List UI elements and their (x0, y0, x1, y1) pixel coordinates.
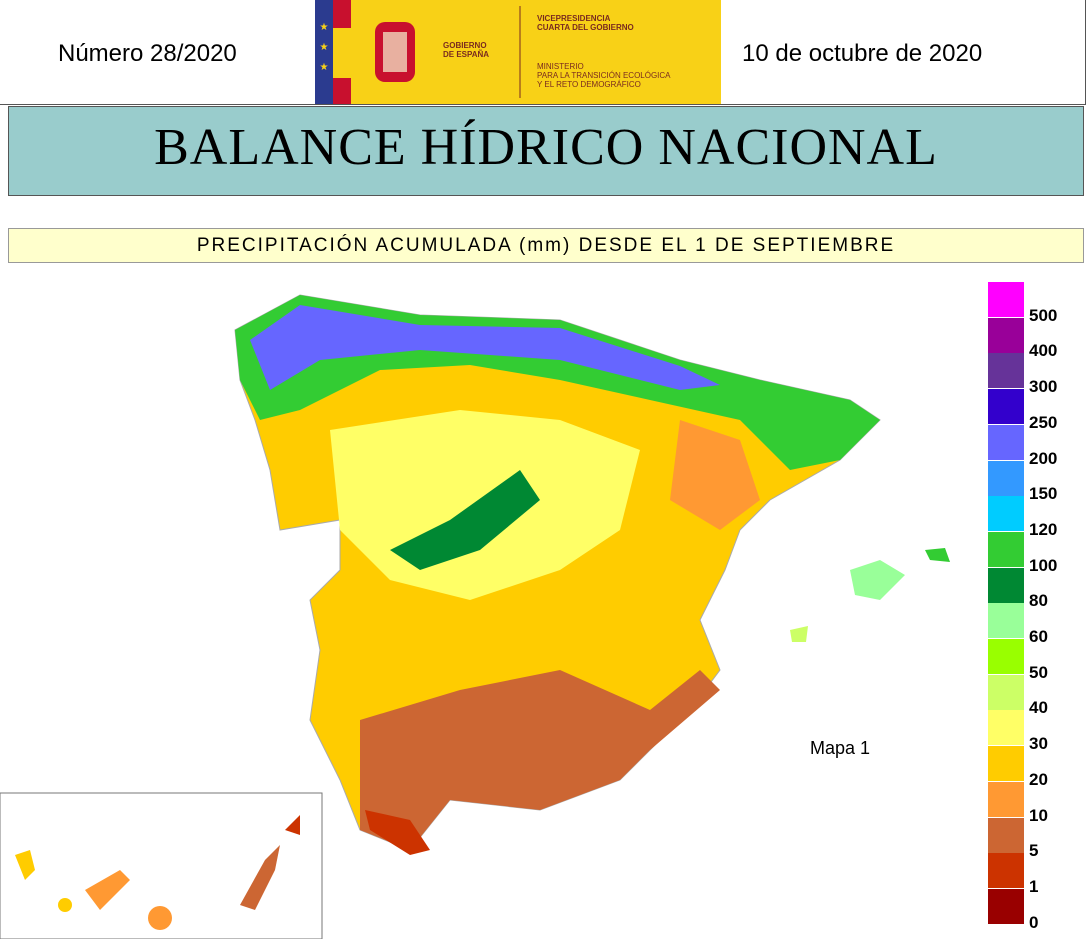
ibiza (790, 626, 808, 642)
southwest-zone (365, 810, 430, 855)
legend-label: 50 (1029, 662, 1048, 682)
logo-text: GOBIERNO DE ESPAÑA (443, 41, 489, 59)
legend-label: 500 (1029, 305, 1058, 325)
legend-swatch (988, 710, 1024, 746)
logo-line: CUARTA DEL GOBIERNO (537, 23, 634, 32)
legend-swatch (988, 853, 1024, 889)
legend-label: 20 (1029, 769, 1048, 789)
island (240, 845, 280, 910)
map (0, 294, 950, 939)
legend-label: 250 (1029, 412, 1058, 432)
legend-swatch (988, 531, 1024, 567)
logo-line: DE ESPAÑA (443, 50, 490, 59)
svg-text:★: ★ (320, 42, 329, 53)
mallorca (850, 560, 905, 600)
legend-label: 400 (1029, 341, 1058, 361)
logo-line: GOBIERNO (443, 41, 487, 50)
legend-swatch (988, 567, 1024, 603)
central-band (390, 470, 540, 570)
island (85, 870, 130, 910)
logo-graphic: ★ ★ ★ (315, 0, 521, 104)
island (148, 906, 172, 930)
legend-label: 100 (1029, 555, 1058, 575)
legend-swatch (988, 888, 1024, 924)
bulletin-number: Número 28/2020 (58, 40, 237, 67)
logo-text: MINISTERIO PARA LA TRANSICIÓN ECOLÓGICA Y … (537, 62, 671, 89)
logo-text: VICEPRESIDENCIA CUARTA DEL GOBIERNO (537, 14, 634, 32)
map-label: Mapa 1 (810, 738, 871, 758)
title-band (8, 106, 1084, 196)
legend-label: 120 (1029, 519, 1058, 539)
legend-label: 10 (1029, 805, 1048, 825)
legend-label: 200 (1029, 448, 1058, 468)
legend-label: 300 (1029, 377, 1058, 397)
menorca (925, 548, 950, 562)
legend-swatch (988, 781, 1024, 817)
legend-swatch (988, 746, 1024, 782)
north-coast (250, 305, 720, 390)
legend-label: 80 (1029, 591, 1048, 611)
legend-swatch (988, 317, 1024, 353)
legend-label: 0 (1029, 912, 1039, 932)
legend-swatch (988, 282, 1024, 317)
svg-text:★: ★ (320, 62, 329, 73)
island (58, 898, 72, 912)
island (285, 815, 300, 835)
legend-label: 1 (1029, 876, 1039, 896)
legend-label: 60 (1029, 627, 1048, 646)
canary-inset (0, 792, 323, 939)
legend-label: 40 (1029, 698, 1048, 718)
subtitle-band (8, 228, 1084, 263)
legend-label: 30 (1029, 734, 1048, 754)
legend-swatch (988, 817, 1024, 853)
legend-label: 5 (1029, 841, 1039, 861)
svg-text:★: ★ (320, 22, 329, 33)
legend-swatch (988, 603, 1024, 639)
legend-swatch (988, 496, 1024, 532)
logo-line: Y EL RETO DEMOGRÁFICO (537, 80, 641, 89)
logo-line: PARA LA TRANSICIÓN ECOLÓGICA (537, 71, 671, 80)
legend-label: 150 (1029, 484, 1058, 504)
bulletin-date: 10 de octubre de 2020 (742, 40, 983, 67)
east-zone (670, 420, 760, 530)
south-zone (360, 670, 720, 850)
legend-swatch (988, 460, 1024, 496)
subtitle: PRECIPITACIÓN ACUMULADA (mm) DESDE EL 1 … (196, 235, 896, 256)
island (15, 850, 35, 880)
logo-line: MINISTERIO (537, 62, 584, 71)
legend-swatch (988, 389, 1024, 425)
legend-swatch (988, 674, 1024, 710)
legend-swatch (988, 353, 1024, 389)
logo: ★ ★ ★ GOBIERNO DE ESPAÑA VICEPRESIDENCIA C… (315, 0, 721, 104)
logo-line: VICEPRESIDENCIA (537, 14, 611, 23)
title: BALANCE HÍDRICO NACIONAL (154, 119, 938, 176)
legend-swatch (988, 639, 1024, 674)
legend-swatch (988, 424, 1024, 460)
